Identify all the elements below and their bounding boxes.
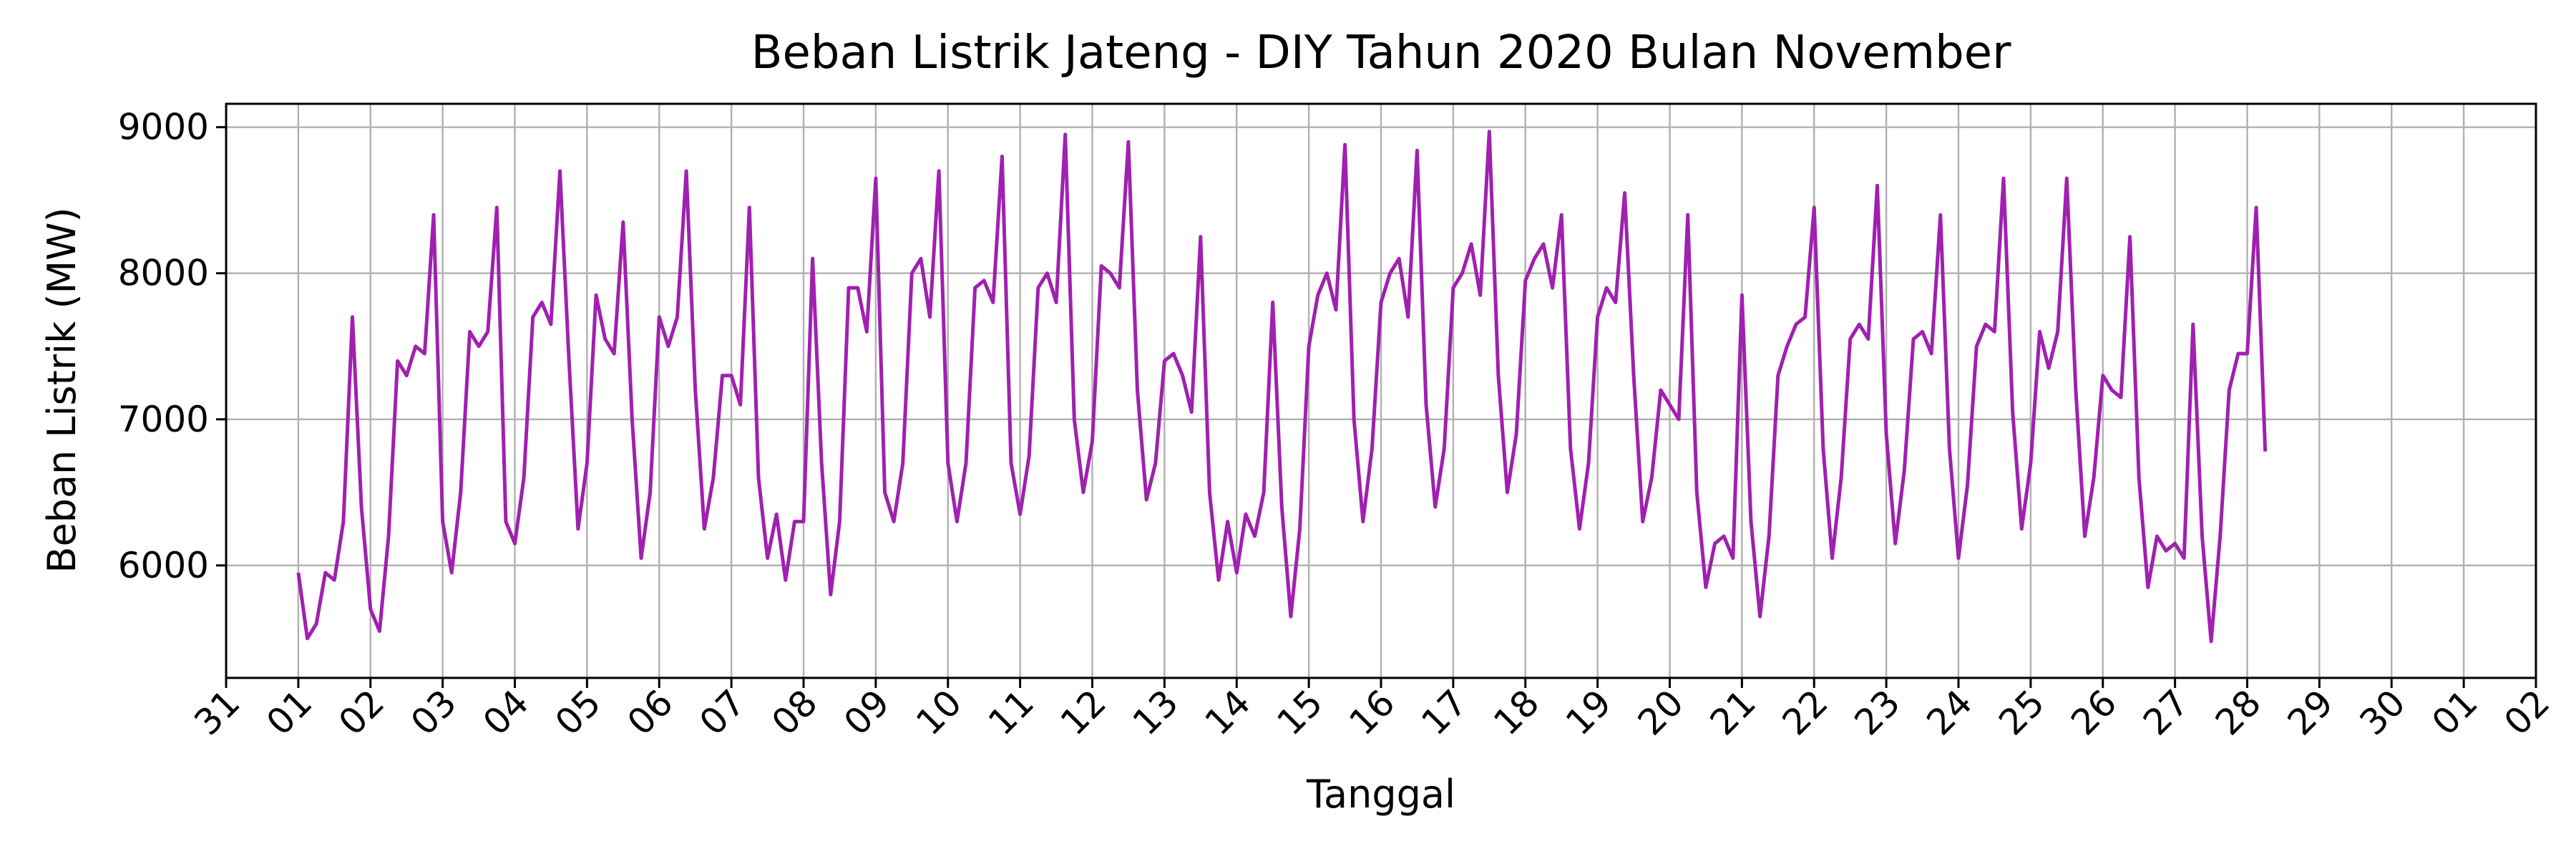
x-tick-label: 25 (1991, 681, 2052, 743)
x-tick-label: 03 (403, 681, 464, 743)
x-axis: 31 01 02 03 04 05 06 07 08 09 10 11 12 13 14 15 16 17 18 19… (186, 678, 2557, 743)
x-tick-label: 16 (1341, 681, 1402, 743)
x-tick-label: 31 (186, 681, 248, 743)
x-tick-label: 29 (2280, 681, 2341, 743)
x-tick-label: 07 (692, 681, 753, 743)
x-tick-label: 09 (836, 681, 897, 743)
x-tick-label: 04 (475, 681, 537, 743)
x-tick-label: 20 (1630, 681, 1692, 743)
x-tick-label: 22 (1775, 681, 1836, 743)
x-tick-label: 13 (1125, 681, 1186, 743)
x-tick-label: 02 (331, 681, 392, 743)
x-tick-label: 23 (1847, 681, 1908, 743)
grid (225, 104, 2537, 678)
x-tick-label: 26 (2063, 681, 2124, 743)
x-tick-label: 27 (2135, 681, 2197, 743)
x-axis-label: Tanggal (1306, 772, 1455, 817)
x-tick-label: 28 (2207, 681, 2269, 743)
x-tick-label: 02 (2496, 681, 2557, 743)
x-tick-label: 10 (908, 681, 970, 743)
x-tick-label: 01 (258, 681, 320, 743)
x-tick-label: 21 (1702, 681, 1764, 743)
y-tick-label: 7000 (118, 399, 209, 440)
x-tick-label: 14 (1197, 681, 1259, 743)
x-tick-label: 18 (1485, 681, 1547, 743)
x-tick-label: 11 (980, 681, 1042, 743)
y-tick-label: 9000 (118, 107, 209, 148)
x-tick-label: 24 (1918, 681, 1980, 743)
x-tick-label: 05 (547, 681, 609, 743)
x-tick-label: 01 (2424, 681, 2486, 743)
x-tick-label: 17 (1413, 681, 1475, 743)
y-axis-label: Beban Listrik (MW) (39, 207, 84, 573)
x-tick-label: 08 (763, 681, 825, 743)
x-tick-label: 12 (1053, 681, 1114, 743)
x-tick-label: 30 (2352, 681, 2414, 743)
x-tick-label: 19 (1558, 681, 1619, 743)
chart-title: Beban Listrik Jateng - DIY Tahun 2020 Bu… (751, 26, 2012, 79)
x-tick-label: 06 (620, 681, 681, 743)
y-tick-label: 8000 (118, 253, 209, 294)
y-tick-label: 6000 (118, 545, 209, 586)
series-line (296, 130, 2268, 644)
y-axis: 6000 7000 8000 9000 (118, 107, 226, 586)
x-tick-label: 15 (1269, 681, 1331, 743)
